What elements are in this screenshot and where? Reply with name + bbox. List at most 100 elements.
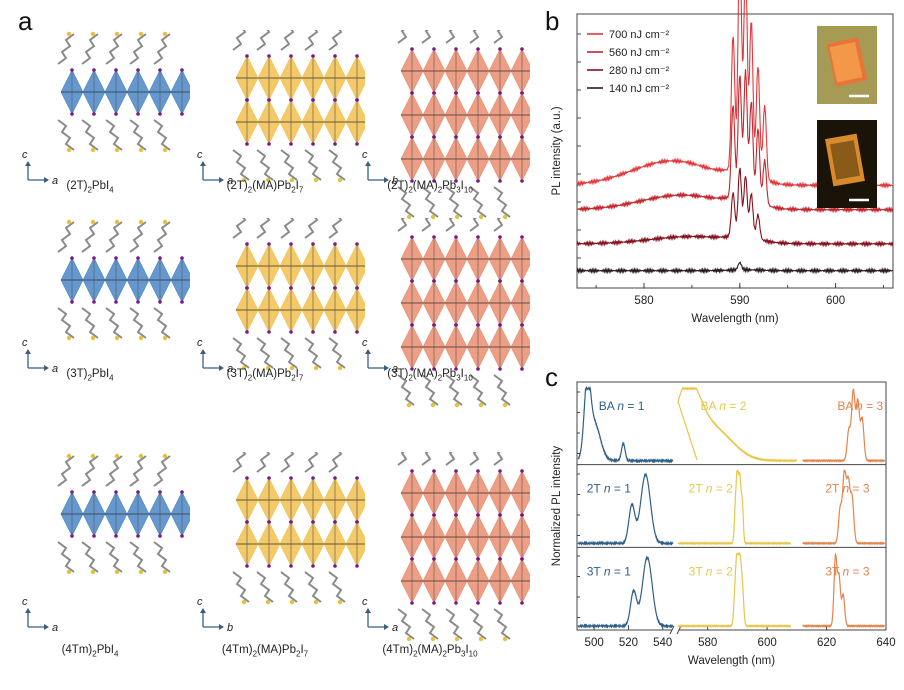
sulfur-atom [265, 599, 271, 605]
arrowhead [219, 177, 224, 183]
iodine-atom [410, 367, 414, 371]
sulfur-atom [66, 219, 72, 225]
organic-chain [232, 337, 250, 369]
organic-chain [129, 307, 147, 339]
organic-chain [469, 374, 487, 406]
organic-chain [421, 608, 439, 640]
plot-frame [576, 13, 894, 289]
series-line [577, 386, 674, 464]
iodine-atom [136, 256, 140, 260]
organic-chain [256, 149, 274, 181]
iodine-atom [267, 286, 271, 290]
arrowhead [25, 608, 31, 613]
organic-chain [232, 218, 247, 239]
iodine-atom [432, 279, 436, 283]
series-line [802, 388, 886, 464]
sulfur-atom [337, 599, 343, 605]
iodine-atom [410, 323, 414, 327]
structure-6: ca [362, 218, 530, 408]
organic-chain [57, 455, 75, 487]
iodine-atom [136, 300, 140, 304]
iodine-atom [476, 601, 480, 605]
organic-chain [328, 149, 346, 181]
axis-c-label: c [22, 596, 28, 608]
iodine-atom [114, 68, 118, 72]
organic-chain [256, 452, 271, 473]
organic-chain [81, 455, 99, 487]
iodine-atom [114, 490, 118, 494]
iodine-atom [476, 513, 480, 517]
organic-chain [57, 221, 75, 253]
axis-h-label: a [52, 622, 58, 634]
arrowhead [44, 624, 49, 630]
iodine-atom [355, 98, 359, 102]
axis-c-label: c [197, 149, 203, 161]
iodine-atom [245, 286, 249, 290]
x-tick-label: 590 [730, 295, 749, 307]
structure-8: cb [197, 452, 365, 634]
axis-h-label: a [52, 175, 58, 187]
iodine-atom [476, 47, 480, 51]
sulfur-atom [478, 214, 484, 220]
organic-chain [129, 541, 147, 573]
series-line [802, 552, 886, 629]
iodine-atom [476, 235, 480, 239]
sulfur-atom [313, 365, 319, 371]
iodine-atom [114, 256, 118, 260]
sulfur-atom [90, 219, 96, 225]
arrowhead [365, 349, 371, 354]
iodine-atom [333, 330, 337, 334]
sulfur-atom [454, 214, 460, 220]
iodine-atom [245, 330, 249, 334]
legend-label: 560 nJ cm⁻² [609, 47, 670, 59]
organic-chain [445, 608, 463, 640]
organic-chain [397, 186, 415, 218]
organic-chain [421, 186, 439, 218]
series-line [576, 261, 893, 275]
organic-chain [469, 608, 487, 640]
iodine-atom [333, 54, 337, 58]
iodine-atom [410, 179, 414, 183]
iodine-atom [498, 91, 502, 95]
iodine-atom [92, 490, 96, 494]
iodine-atom [333, 520, 337, 524]
structure-7: ca [22, 453, 190, 634]
iodine-atom [432, 557, 436, 561]
series-line [677, 551, 792, 629]
iodine-atom [498, 235, 502, 239]
organic-chain [105, 33, 123, 65]
iodine-atom [136, 112, 140, 116]
organic-chain [280, 337, 298, 369]
iodine-atom [311, 286, 315, 290]
sulfur-atom [114, 453, 120, 459]
sulfur-atom [430, 402, 436, 408]
iodine-atom [158, 68, 162, 72]
iodine-atom [92, 68, 96, 72]
sulfur-atom [114, 569, 120, 575]
organic-chain [493, 608, 511, 640]
organic-chain [304, 218, 319, 239]
panel-c-chart: 500 520 540 580 600 620 640 Wavelength (nm) Norm… [551, 381, 896, 667]
sulfur-atom [241, 365, 247, 371]
sulfur-atom [162, 147, 168, 153]
iodine-atom [180, 300, 184, 304]
organic-chain [397, 218, 408, 232]
structure-caption: (4Tm)2(MA)Pb2I7 [221, 644, 309, 659]
iodine-atom [180, 490, 184, 494]
iodine-atom [476, 557, 480, 561]
iodine-atom [454, 179, 458, 183]
iodine-atom [267, 242, 271, 246]
iodine-atom [432, 601, 436, 605]
iodine-atom [410, 91, 414, 95]
sulfur-atom [162, 219, 168, 225]
sulfur-atom [289, 177, 295, 183]
sulfur-atom [90, 147, 96, 153]
organic-chain [105, 455, 123, 487]
sulfur-atom [138, 335, 144, 341]
iodine-atom [180, 68, 184, 72]
sulfur-atom [430, 214, 436, 220]
axis-break-mark [669, 625, 675, 635]
organic-chain [105, 119, 123, 151]
series-label: BA n = 3 [837, 399, 883, 413]
iodine-atom [333, 242, 337, 246]
